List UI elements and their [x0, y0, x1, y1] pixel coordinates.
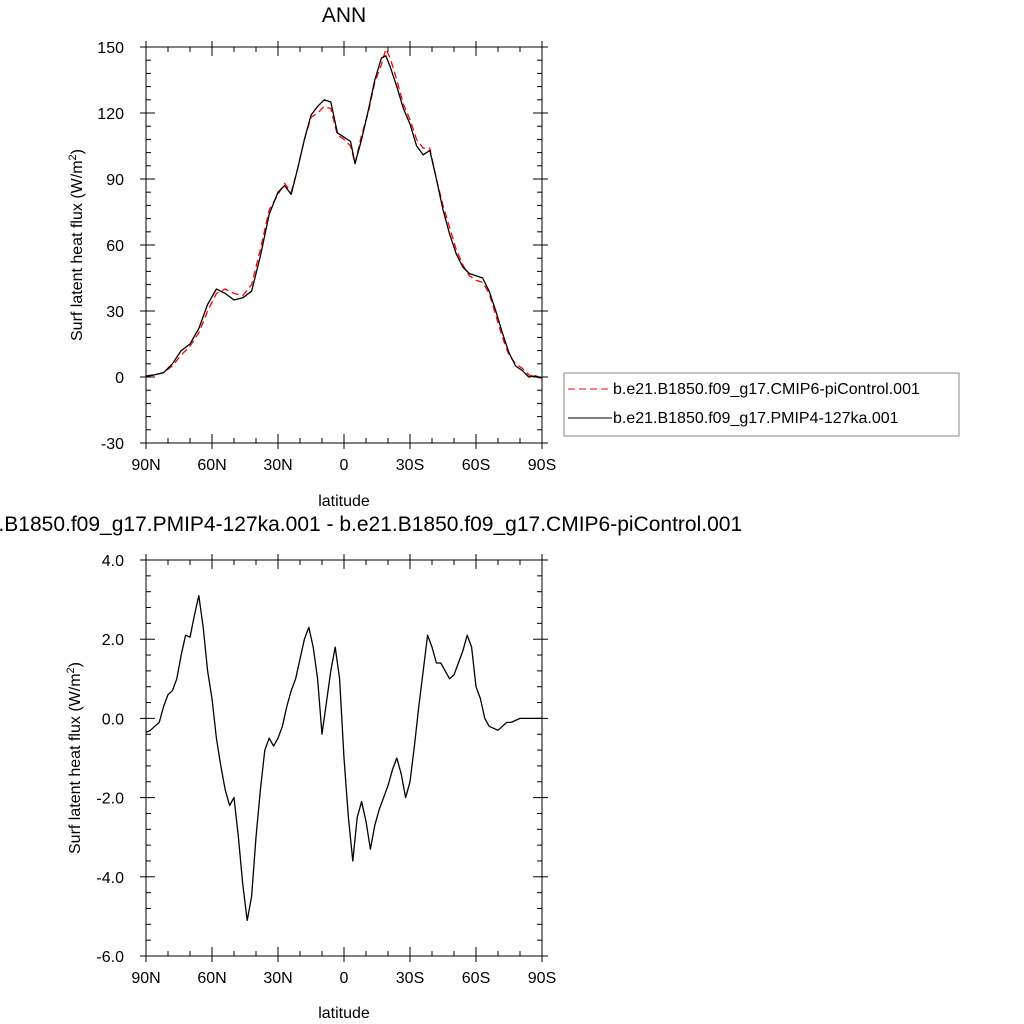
x-tick-label: 60N: [197, 970, 226, 987]
x-tick-label: 90N: [131, 970, 160, 987]
x-tick-label: 30N: [263, 457, 292, 474]
series-line-0: [145, 48, 543, 379]
legend-label-picontrol: b.e21.B1850.f09_g17.CMIP6-piControl.001: [613, 381, 920, 398]
y-tick-label: -4.0: [96, 870, 124, 887]
legend-box: [563, 372, 960, 437]
y-tick-label: 90: [106, 172, 124, 189]
x-tick-label: 30N: [263, 970, 292, 987]
y-tick-label: -6.0: [96, 949, 124, 966]
y-tick-label: 120: [97, 106, 124, 123]
x-tick-label: 90S: [528, 970, 556, 987]
chart-title: ANN: [322, 4, 366, 27]
y-tick-label: 0.0: [102, 711, 124, 728]
y-tick-label: 30: [106, 304, 124, 321]
x-tick-label: 60S: [462, 970, 490, 987]
y-axis-label: Surf latent heat flux (W/m2): [67, 149, 86, 341]
x-tick-label: 30S: [396, 457, 424, 474]
x-tick-label: 60N: [197, 457, 226, 474]
legend: b.e21.B1850.f09_g17.CMIP6-piControl.001 …: [563, 372, 960, 437]
legend-label-127ka: b.e21.B1850.f09_g17.PMIP4-127ka.001: [613, 410, 899, 427]
bottom-chart-panel: b.e21.B1850.f09_g17.PMIP4-127ka.001 - b.…: [0, 513, 742, 1022]
y-tick-label: 0: [115, 370, 124, 387]
x-tick-label: 90S: [528, 457, 556, 474]
difference-chart-title: b.e21.B1850.f09_g17.PMIP4-127ka.001 - b.…: [0, 513, 742, 536]
series-line-0: [145, 594, 542, 922]
series-line-1: [145, 55, 543, 379]
x-axis-label: latitude: [318, 1005, 370, 1022]
y-axis-label: Surf latent heat flux (W/m2): [65, 662, 84, 854]
y-tick-label: -30: [101, 436, 124, 453]
x-tick-label: 90N: [131, 457, 160, 474]
x-tick-label: 30S: [396, 970, 424, 987]
x-axis-label: latitude: [318, 493, 370, 510]
y-tick-label: -2.0: [96, 791, 124, 808]
top-chart-panel: ANN 90N 60N 30N 0 30S 60S 90S-300306090120150 …: [67, 4, 960, 510]
y-tick-label: 60: [106, 238, 124, 255]
y-tick-label: 4.0: [102, 553, 124, 570]
x-tick-label: 0: [340, 457, 349, 474]
x-tick-label: 0: [340, 970, 349, 987]
y-tick-label: 150: [97, 40, 124, 57]
x-tick-label: 60S: [462, 457, 490, 474]
y-tick-label: 2.0: [102, 632, 124, 649]
plot-frame: [145, 46, 543, 444]
